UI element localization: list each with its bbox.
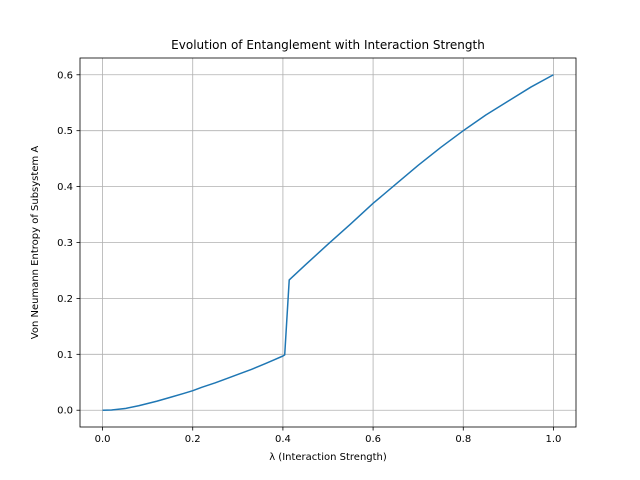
y-tick-label: 0.5 xyxy=(57,126,73,137)
y-tick-label: 0.4 xyxy=(57,182,73,193)
x-tick-label: 0.8 xyxy=(455,434,471,445)
x-tick-label: 1.0 xyxy=(546,434,562,445)
y-tick-label: 0.6 xyxy=(57,70,73,81)
chart-title: Evolution of Entanglement with Interacti… xyxy=(171,38,485,52)
x-tick-label: 0.6 xyxy=(365,434,381,445)
series-layer xyxy=(102,74,554,411)
x-tick-label: 0.4 xyxy=(275,434,291,445)
grid xyxy=(80,58,576,427)
y-tick-label: 0.1 xyxy=(57,350,73,361)
y-axis-label: Von Neumann Entropy of Subsystem A xyxy=(30,146,41,340)
y-tick-label: 0.3 xyxy=(57,238,73,249)
x-axis-label: λ (Interaction Strength) xyxy=(269,452,387,463)
y-tick-label: 0.0 xyxy=(57,406,73,417)
x-axis: 0.0 0.2 0.4 0.6 0.8 1.0 xyxy=(95,427,562,445)
series-line xyxy=(102,74,554,411)
y-tick-label: 0.2 xyxy=(57,294,73,305)
x-tick-label: 0.0 xyxy=(95,434,111,445)
x-tick-label: 0.2 xyxy=(185,434,201,445)
y-axis: 0.0 0.1 0.2 0.3 0.4 0.5 0.6 xyxy=(57,70,80,417)
